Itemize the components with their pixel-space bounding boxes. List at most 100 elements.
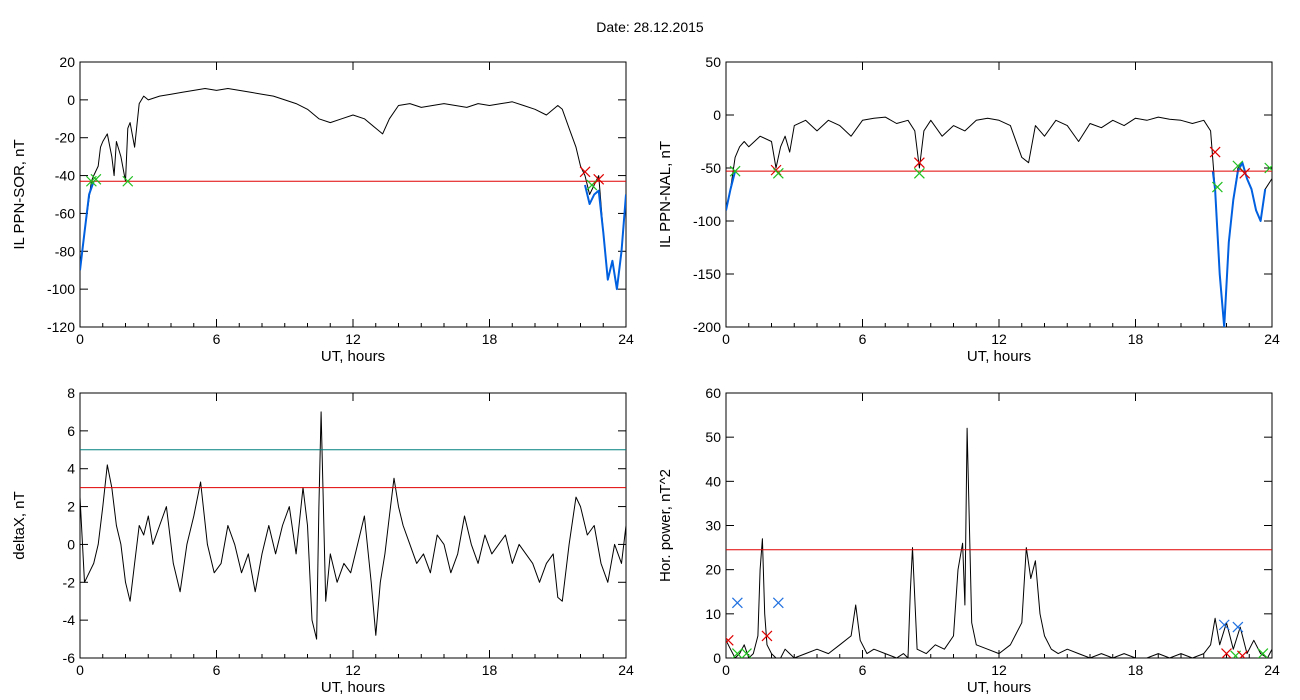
series-line-trace-0 [80,411,626,640]
y-tick-label: -120 [47,319,75,335]
y-axis-label: IL PPN-NAL, nT [657,141,674,248]
panel-deltax: 0 6 12 18 24 8 6 4 2 0 -2 -4 -6 UT, hours deltaX, nT [11,385,634,696]
x-tick-label: 18 [482,331,498,347]
marker-green [586,179,598,191]
y-tick-label: 2 [67,499,75,515]
x-tick-label: 0 [76,331,84,347]
marker-blue [1232,621,1244,633]
x-tick-label: 0 [76,662,84,678]
y-tick-label: -50 [701,160,721,176]
y-tick-label: -4 [63,612,76,628]
marker-blue [1218,619,1230,631]
y-tick-label: -100 [47,281,75,297]
y-tick-label: 8 [67,385,75,401]
panel-nal: 0 6 12 18 24 50 0 -50 -100 -150 -200 UT, hours IL PP… [657,54,1280,365]
x-tick-label: 12 [345,662,361,678]
y-tick-label: -20 [55,130,75,146]
y-tick-label: 0 [67,536,75,552]
marker-green [772,167,784,179]
x-tick-label: 24 [1264,331,1280,347]
marker-green [729,165,741,177]
marker-red [726,634,734,646]
y-tick-label: 10 [705,606,721,622]
y-tick-label: -100 [693,213,721,229]
y-tick-label: 4 [67,461,75,477]
y-tick-label: -2 [63,574,76,590]
y-tick-label: -150 [693,266,721,282]
series-line-segment-1 [80,180,95,271]
y-axis-label: Hor. power, nT^2 [657,469,674,582]
marker-green [741,648,752,658]
marker-red [593,173,605,185]
y-axis-label: deltaX, nT [11,491,28,559]
marker-red [913,157,925,169]
marker-green [1257,648,1269,658]
series-line-trace-0 [726,116,1272,327]
y-tick-label: 20 [59,54,75,70]
x-tick-label: 0 [722,662,730,678]
series-line-segment-2 [1211,161,1267,327]
marker-red [1209,146,1221,158]
y-tick-label: 50 [705,429,721,445]
series-line-segment-2 [584,184,626,291]
y-tick-label: 0 [713,650,721,666]
marker-green [90,173,102,185]
y-tick-label: -40 [55,168,75,184]
x-tick-label: 24 [1264,662,1280,678]
marker-red [579,166,591,178]
x-tick-label: 6 [859,662,867,678]
x-tick-label: 6 [213,662,221,678]
y-tick-label: 0 [67,92,75,108]
marker-red [770,164,782,176]
series-line-trace-0 [726,427,1272,658]
x-tick-label: 18 [1128,331,1144,347]
marker-green [731,648,743,658]
plot-frame-deltax [79,392,627,659]
x-tick-label: 24 [618,662,634,678]
plot-area-power [726,427,1272,658]
x-axis-label: UT, hours [321,679,385,696]
y-tick-label: 6 [67,423,75,439]
x-tick-label: 12 [345,331,361,347]
marker-blue [772,597,784,609]
x-tick-label: 12 [991,331,1007,347]
figure-date-title: Date: 28.12.2015 [596,19,704,35]
plot-frame-power [725,392,1273,659]
x-axis-label: UT, hours [967,679,1031,696]
marker-red [1237,650,1248,658]
series-line-trace-0 [80,88,626,290]
y-tick-label: -6 [63,650,76,666]
marker-green [1211,181,1223,193]
series-line-segment-1 [726,170,737,211]
marker-green [913,167,925,179]
x-tick-label: 6 [213,331,221,347]
y-tick-label: 50 [705,54,721,70]
plot-area-deltax [80,411,626,640]
y-axis-label: IL PPN-SOR, nT [11,139,28,249]
plot-area-sor [80,88,626,291]
marker-green [122,175,134,187]
y-tick-label: -200 [693,319,721,335]
y-tick-label: -60 [55,205,75,221]
plot-area-nal [726,116,1272,327]
y-tick-label: -80 [55,243,75,259]
y-tick-label: 60 [705,385,721,401]
x-tick-label: 12 [991,662,1007,678]
marker-blue [731,597,743,609]
plot-frame-sor [79,61,627,328]
panel-power: 0 6 12 18 24 60 50 40 30 20 10 0 UT, hours Hor. power… [657,385,1280,696]
x-tick-label: 24 [618,331,634,347]
panel-sor: 0 6 12 18 24 20 0 -20 -40 -60 -80 -100 -120 UT, hours… [11,54,634,365]
y-tick-label: 30 [705,518,721,534]
x-tick-label: 0 [722,331,730,347]
x-axis-label: UT, hours [967,348,1031,365]
plot-frame-nal [725,61,1273,328]
x-tick-label: 6 [859,331,867,347]
marker-red [1239,167,1251,179]
marker-green [1264,162,1272,174]
y-tick-label: 0 [713,107,721,123]
y-tick-label: 20 [705,562,721,578]
marker-red [761,630,773,642]
marker-red [1221,648,1232,658]
